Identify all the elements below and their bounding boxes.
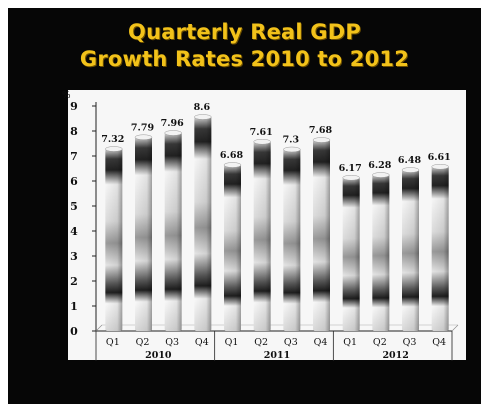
bar-cap — [194, 114, 212, 120]
bar-shading — [224, 164, 241, 331]
x-tick-label: Q4 — [195, 337, 209, 348]
bar-shading — [164, 132, 182, 331]
bar-shading — [431, 165, 449, 331]
y-tick-label: 3 — [70, 250, 78, 263]
bar-cap — [253, 139, 271, 145]
bar-shading — [194, 116, 212, 331]
x-tick-label: Q1 — [343, 337, 357, 348]
bar-shading — [372, 174, 390, 331]
data-label: 7.32 — [101, 134, 124, 145]
x-tick-label: Q1 — [225, 337, 239, 348]
year-group-label: 2010 — [145, 350, 172, 361]
data-label: 6.28 — [368, 160, 392, 171]
data-label: 7.61 — [250, 127, 273, 138]
year-group-label: 2011 — [264, 350, 290, 361]
y-tick-label: 9 — [70, 100, 78, 113]
floor-edge-right — [451, 324, 459, 332]
x-tick-label: Q3 — [165, 337, 179, 348]
bar-cap — [372, 172, 390, 178]
y-tick-label: 2 — [70, 275, 78, 288]
data-label: 6.48 — [398, 155, 422, 166]
data-label: 7.3 — [283, 135, 300, 146]
bar-shading — [135, 136, 152, 331]
x-tick-label: Q2 — [254, 337, 268, 348]
data-label: 7.96 — [161, 118, 185, 129]
data-label: 7.68 — [309, 125, 333, 136]
x-tick-label: Q1 — [106, 337, 120, 348]
bar-cap — [105, 146, 123, 152]
bar-cap — [134, 134, 153, 140]
y-tick-label: 0 — [70, 325, 78, 338]
y-tick-label: 7 — [70, 150, 78, 163]
bar-cap — [431, 164, 449, 170]
chart-title-line-2: Growth Rates 2010 to 2012 — [79, 47, 410, 71]
chart-title-line-1: Quarterly Real GDP — [128, 20, 361, 44]
y-tick-label: 4 — [70, 225, 78, 238]
x-tick-label: Q2 — [136, 337, 150, 348]
bar-shading — [402, 169, 419, 331]
y-axis-unit-label: % — [62, 91, 71, 101]
y-tick-label: 5 — [70, 200, 78, 213]
year-group-label: 2012 — [382, 350, 408, 361]
bar-shading — [253, 140, 271, 331]
bar-cap — [283, 146, 301, 153]
data-label: 6.68 — [220, 150, 244, 161]
bar-cap — [342, 175, 360, 181]
bar-cap — [401, 167, 420, 173]
x-tick-label: Q2 — [373, 337, 387, 348]
data-label: 6.61 — [428, 152, 451, 163]
x-tick-label: Q4 — [314, 337, 328, 348]
x-tick-label: Q4 — [432, 337, 446, 348]
bar-shading — [313, 139, 330, 331]
data-label: 8.6 — [194, 102, 211, 113]
bar-cap — [223, 162, 242, 168]
bar-shading — [342, 176, 360, 331]
y-tick-label: 8 — [70, 125, 78, 138]
bar-cap — [312, 137, 331, 143]
bar-cap — [164, 130, 182, 136]
data-label: 6.17 — [339, 163, 362, 174]
bar-shading — [105, 148, 123, 331]
bar-shading — [283, 148, 301, 331]
x-tick-label: Q3 — [284, 337, 298, 348]
x-tick-label: Q3 — [403, 337, 417, 348]
data-label: 7.79 — [131, 122, 155, 133]
y-tick-label: 6 — [70, 175, 78, 188]
y-tick-label: 1 — [70, 300, 78, 313]
floor-edge-left — [95, 324, 103, 332]
